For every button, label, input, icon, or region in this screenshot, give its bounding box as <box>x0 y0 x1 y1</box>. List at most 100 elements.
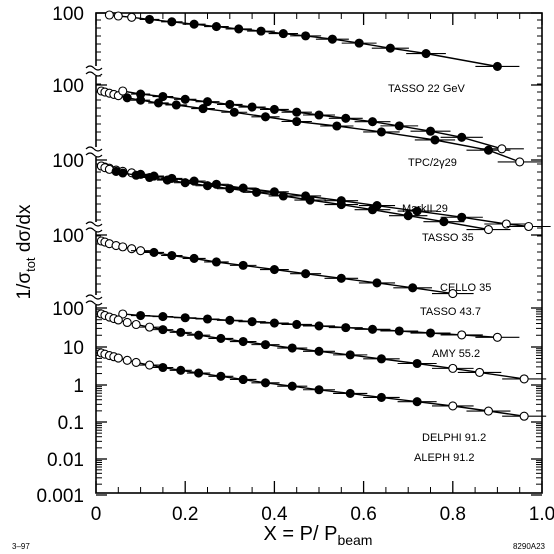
y-axis-title-pre: 1/σ <box>14 272 35 300</box>
data-point <box>260 378 271 388</box>
data-point <box>519 374 529 384</box>
data-point <box>305 195 315 205</box>
data-point <box>519 411 529 421</box>
y-tick-label: 0.001 <box>36 486 84 507</box>
axis-break-mark <box>85 71 103 77</box>
data-point <box>118 168 128 178</box>
data-point <box>180 313 190 323</box>
data-point <box>448 289 458 299</box>
y-axis-title: 1/σtot dσ/dx <box>14 204 38 299</box>
data-point <box>314 346 324 356</box>
data-point <box>131 319 141 330</box>
y-axis-title-sub: tot <box>23 257 38 272</box>
data-point <box>202 97 213 107</box>
x-tick-label: 1.0 <box>529 504 554 525</box>
axis-break-gap <box>88 295 102 305</box>
data-point <box>136 310 146 321</box>
data-point <box>238 374 248 385</box>
data-point <box>483 224 494 235</box>
series-label: TASSO 35 <box>422 232 474 244</box>
y-tick-label: 0.1 <box>58 413 84 434</box>
x-tick-label: 0.2 <box>172 504 198 525</box>
axis-break-mark <box>85 65 103 71</box>
data-point <box>211 22 221 32</box>
data-point <box>158 312 168 322</box>
data-point <box>136 89 146 99</box>
data-point <box>336 273 346 283</box>
fit-curve <box>109 14 498 68</box>
data-point <box>421 48 431 59</box>
data-point <box>144 322 155 332</box>
data-point <box>118 242 128 252</box>
data-point <box>202 181 213 191</box>
data-point <box>439 217 449 227</box>
data-point <box>216 371 226 381</box>
data-point <box>238 260 248 270</box>
series-4: CELLO 35 <box>96 161 511 294</box>
data-point <box>136 246 146 256</box>
data-point <box>367 205 378 215</box>
data-point <box>113 315 123 325</box>
y-axis: 100 100 100 100 100 10 1 0.1 0.01 0.001 <box>36 4 542 507</box>
data-point <box>367 324 378 334</box>
fit-curve <box>122 90 503 150</box>
data-point <box>457 212 467 222</box>
data-point <box>425 328 436 338</box>
axis-break-gap <box>88 147 102 157</box>
data-point <box>131 170 141 180</box>
data-point <box>260 112 271 122</box>
data-point <box>198 104 208 114</box>
data-point <box>376 354 386 364</box>
axis-break-mark <box>85 294 103 300</box>
axis-break-mark <box>85 221 103 227</box>
data-point <box>269 264 279 275</box>
y-tick-label: 100 <box>52 299 84 320</box>
data-point <box>457 132 467 142</box>
y-tick-label: 10 <box>63 338 84 359</box>
axis-break-gap <box>88 222 102 232</box>
data-point <box>176 365 186 375</box>
data-point <box>314 110 324 120</box>
data-point <box>492 61 502 72</box>
data-point <box>345 350 355 360</box>
data-point <box>376 127 386 137</box>
data-point <box>247 317 257 327</box>
data-point <box>292 107 302 117</box>
series-label: ALEPH 91.2 <box>414 452 475 464</box>
data-point <box>515 157 525 167</box>
data-point <box>225 184 235 194</box>
x-tick-label: 0.4 <box>261 504 288 525</box>
data-point <box>113 11 123 21</box>
data-point <box>194 368 204 378</box>
series-0: TASSO 22 GeV <box>104 10 520 95</box>
data-point <box>229 107 239 117</box>
y-tick-label: 100 <box>52 4 84 25</box>
data-point <box>412 206 422 216</box>
data-point <box>127 12 137 22</box>
fit-curve <box>101 90 520 163</box>
data-point <box>354 38 364 48</box>
data-point <box>127 244 137 254</box>
data-point <box>394 326 404 336</box>
x-axis: 0 0.2 0.4 0.6 0.8 1.0 <box>91 13 554 525</box>
axis-break-mark <box>85 300 103 306</box>
data-point <box>372 278 382 288</box>
data-point <box>176 327 186 337</box>
data-point <box>278 191 288 201</box>
data-point <box>376 392 386 402</box>
series-label: DELPHI 91.2 <box>422 432 486 444</box>
series-7: DELPHI 91.2 <box>96 309 547 444</box>
series-5: TASSO 43.7 <box>96 236 481 318</box>
data-point <box>367 117 378 127</box>
x-tick-label: 0.6 <box>350 504 376 525</box>
fit-curve <box>101 352 525 417</box>
data-point <box>336 200 346 210</box>
data-point <box>234 24 244 34</box>
data-point <box>341 113 351 123</box>
data-point <box>385 43 395 53</box>
corner-label-right: 8290A23 <box>513 542 546 551</box>
axis-break-gap <box>88 66 102 76</box>
series-1: TPC/2γ29 <box>96 86 542 169</box>
